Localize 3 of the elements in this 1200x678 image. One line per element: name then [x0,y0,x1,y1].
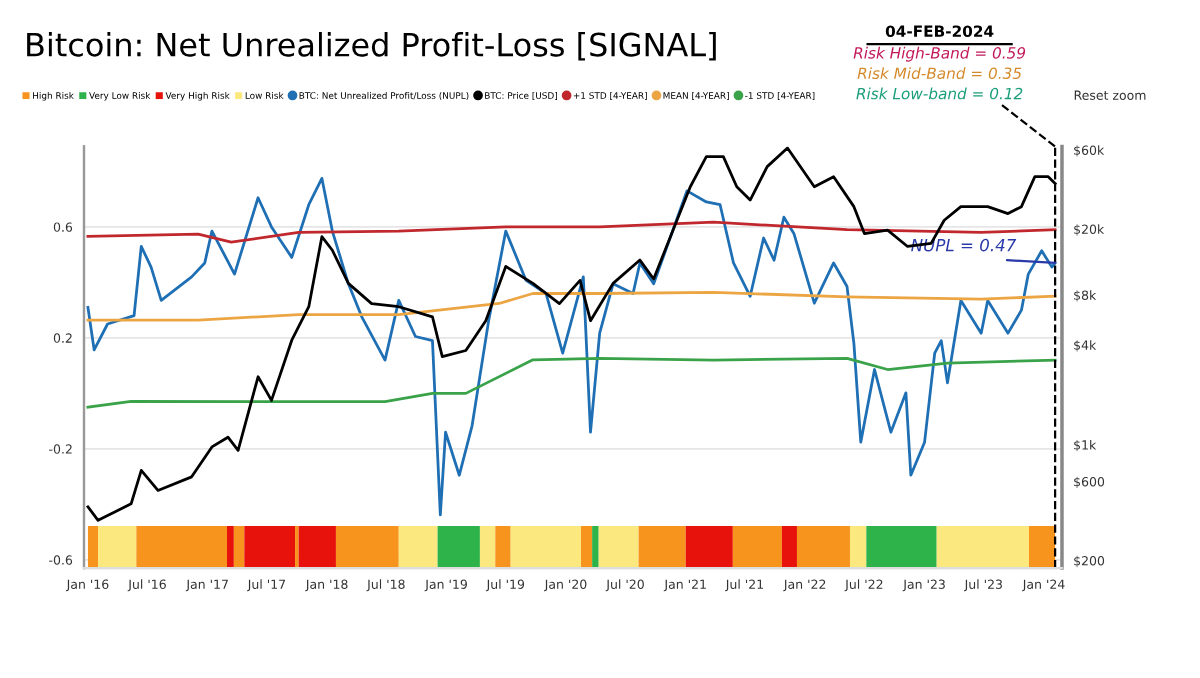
chart-title: Bitcoin: Net Unrealized Profit-Loss [SIGNAL] [27,32,716,61]
line-series [86,357,1057,409]
line-series [86,290,1057,322]
